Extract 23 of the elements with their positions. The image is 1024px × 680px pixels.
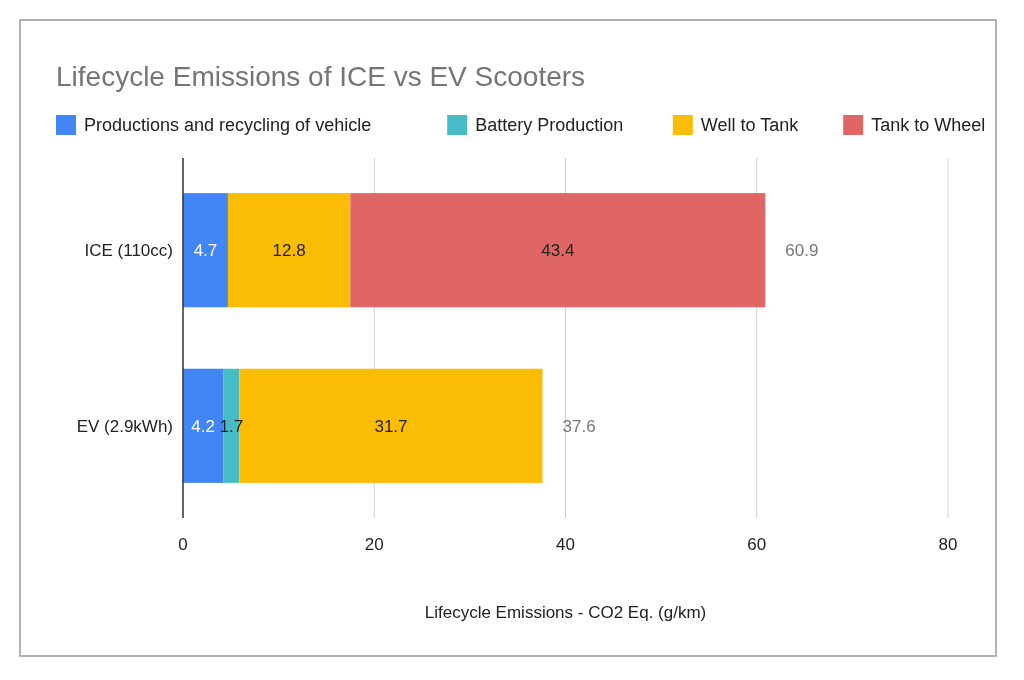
legend-label: Productions and recycling of vehicle [84,115,372,136]
legend-label: Well to Tank [700,115,800,136]
data-label: 4.2 [191,416,215,436]
x-tick-label: 0 [178,535,188,554]
total-label: 37.6 [562,416,596,436]
data-label: 4.7 [193,241,218,261]
data-label: 43.4 [541,241,575,261]
bar [227,193,351,308]
x-tick-label: 60 [747,535,767,554]
x-tick-label: 80 [938,535,958,554]
data-label: 12.8 [272,241,306,261]
legend-label: Battery Production [475,115,624,136]
bar [350,193,766,308]
total-label: 60.9 [785,241,819,261]
x-tick-label: 20 [364,535,384,554]
x-axis-title: Lifecycle Emissions - CO2 Eq. (g/km) [424,603,707,622]
y-tick-label: ICE (110cc) [84,241,173,261]
legend-label: Tank to Wheel [871,115,986,136]
bar [183,193,228,308]
data-label: 31.7 [374,416,408,436]
chart-title: Lifecycle Emissions of ICE vs EV Scooters [56,61,586,92]
y-tick-label: EV (2.9kWh) [76,416,173,436]
x-tick-label: 40 [556,535,575,554]
